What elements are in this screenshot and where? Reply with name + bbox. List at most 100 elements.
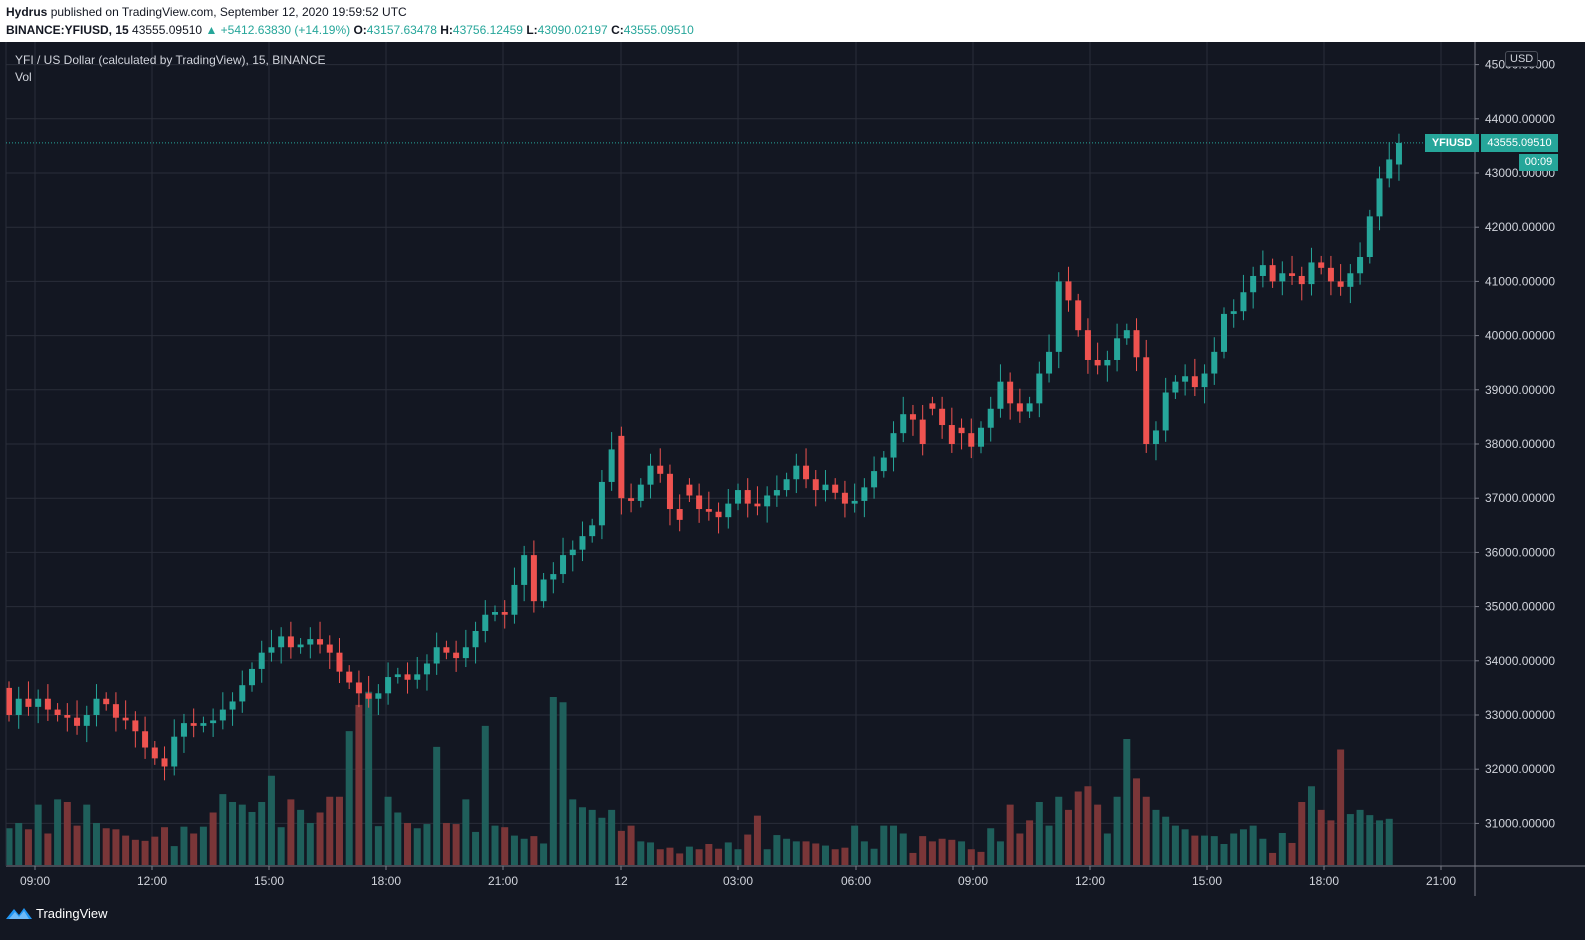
candle-body [180, 723, 187, 737]
volume-bar [297, 809, 305, 865]
last-price: 43555.09510 [132, 23, 203, 37]
candle-body [190, 723, 197, 726]
volume-bar [773, 835, 781, 865]
candle-body [919, 419, 926, 444]
volume-bar [54, 799, 62, 865]
volume-bar [131, 839, 139, 865]
candle-body [851, 500, 858, 504]
volume-bar [608, 809, 616, 865]
volume-bar [860, 841, 868, 865]
volume-bar [1162, 816, 1170, 865]
volume-bar [374, 826, 382, 865]
candle-body [1191, 376, 1198, 388]
volume-bar [559, 702, 567, 865]
candle-body [103, 698, 110, 705]
high-label: H: [440, 23, 453, 37]
volume-bar [744, 834, 752, 865]
candle-body [1162, 392, 1169, 431]
volume-bar [977, 851, 985, 865]
volume-bar [1074, 791, 1082, 865]
candle-body [142, 731, 149, 748]
symbol-price-label: YFIUSD [1425, 134, 1479, 152]
volume-bar [987, 828, 995, 865]
volume-bar [1220, 844, 1228, 865]
volume-bar [355, 704, 363, 865]
volume-bar [481, 725, 489, 865]
candle-body [394, 674, 401, 678]
candle-body [744, 490, 751, 504]
candle-body [1084, 330, 1091, 360]
volume-bar [647, 842, 655, 865]
volume-bar [15, 823, 23, 865]
y-tick-label: 39000.00000 [1485, 383, 1555, 397]
y-tick-label: 38000.00000 [1485, 437, 1555, 451]
candle-body [219, 709, 226, 721]
candle-body [346, 671, 353, 683]
candle-body [579, 536, 586, 550]
candle-body [1230, 311, 1237, 314]
candle-body [705, 509, 712, 512]
volume-bar [1123, 739, 1131, 865]
price-chart[interactable]: 31000.00000 32000.00000 33000.00000 34000.0… [0, 42, 1585, 896]
author-name[interactable]: Hydrus [6, 5, 48, 19]
candle-body [948, 425, 955, 444]
candle-body [725, 503, 732, 518]
candle-body [1357, 257, 1364, 274]
volume-bar [413, 828, 421, 865]
candle-body [598, 481, 605, 526]
currency-badge[interactable]: USD [1505, 51, 1539, 67]
volume-bar [384, 796, 392, 865]
volume-bar [161, 827, 169, 865]
y-tick-label: 33000.00000 [1485, 708, 1555, 722]
candle-body [1250, 275, 1257, 293]
candle-body [530, 555, 537, 602]
volume-bar [783, 838, 791, 865]
chart-area[interactable]: 31000.00000 32000.00000 33000.00000 34000.0… [0, 42, 1585, 896]
x-tick-label: 12:00 [137, 874, 167, 888]
x-tick-label: 09:00 [958, 874, 988, 888]
volume-bar [335, 796, 343, 865]
volume-bar [753, 815, 761, 865]
volume-bar [24, 829, 32, 865]
volume-bar [501, 827, 509, 865]
volume-bar [909, 852, 917, 865]
high-value: 43756.12459 [452, 23, 523, 37]
candle-body [841, 492, 848, 504]
volume-bar [44, 833, 52, 865]
volume-bar [617, 830, 625, 865]
candle-body [25, 698, 32, 707]
candle-body [1123, 330, 1130, 339]
chart-legend-title[interactable]: YFI / US Dollar (calculated by TradingVi… [15, 53, 326, 67]
volume-bar [802, 841, 810, 865]
candles [6, 133, 1402, 781]
volume-bar [695, 849, 703, 865]
volume-bar [715, 848, 723, 865]
x-tick-label: 15:00 [254, 874, 284, 888]
candle-body [666, 473, 673, 510]
candle-body [929, 403, 936, 409]
volume-bar [472, 831, 480, 865]
volume-bar [1113, 796, 1121, 865]
candle-body [414, 674, 421, 680]
symbol-line: BINANCE:YFIUSD, 15 [6, 23, 129, 37]
candle-body [35, 698, 42, 707]
volume-bar [666, 847, 674, 865]
volume-bar [821, 845, 829, 865]
candle-body [307, 639, 314, 645]
tradingview-brand[interactable]: TradingView [6, 905, 108, 921]
volume-legend-label[interactable]: Vol [15, 70, 32, 84]
candle-body [754, 503, 761, 507]
y-tick-label: 31000.00000 [1485, 816, 1555, 830]
candle-body [132, 720, 139, 732]
y-tick-label: 35000.00000 [1485, 600, 1555, 614]
low-label: L: [526, 23, 538, 37]
candle-body [618, 435, 625, 499]
x-tick-label: 09:00 [20, 874, 50, 888]
volume-bar [1327, 820, 1335, 865]
candle-body [822, 484, 829, 491]
volume-bar [267, 775, 275, 865]
volume-bar [209, 812, 217, 865]
candle-body [200, 723, 207, 726]
volume-bar [433, 746, 441, 865]
volume-bar [151, 836, 159, 865]
